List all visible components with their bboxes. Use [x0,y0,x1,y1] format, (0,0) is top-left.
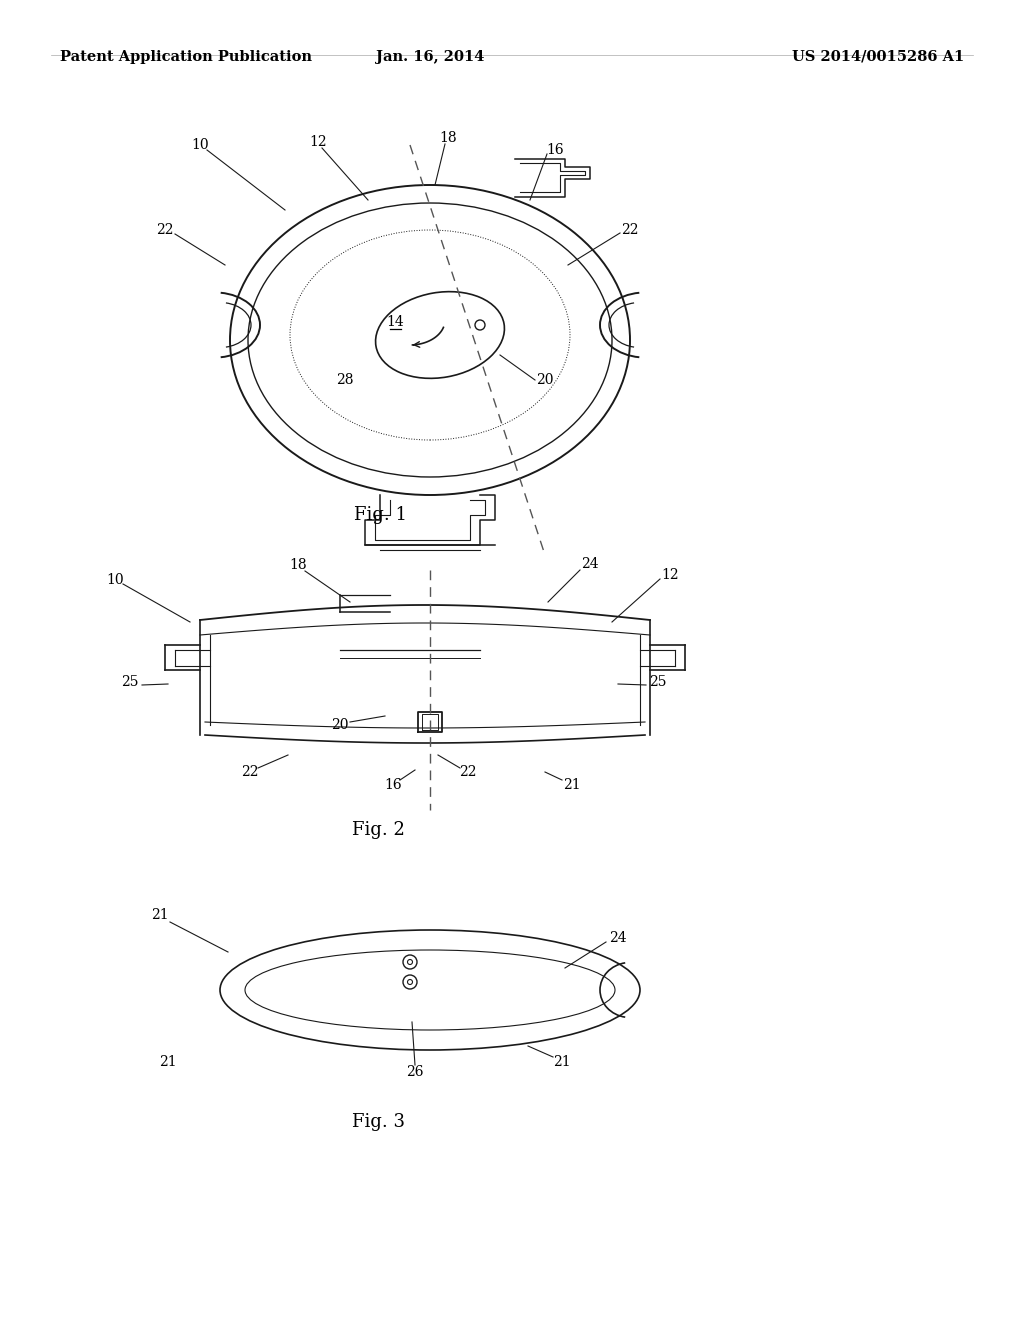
Text: 21: 21 [563,777,581,792]
Text: 16: 16 [384,777,401,792]
Text: 14: 14 [386,315,403,329]
Text: 25: 25 [121,675,138,689]
Text: US 2014/0015286 A1: US 2014/0015286 A1 [792,50,964,63]
Text: 20: 20 [331,718,349,733]
Text: 24: 24 [609,931,627,945]
Text: Fig. 1: Fig. 1 [353,506,407,524]
Text: 16: 16 [546,143,564,157]
Text: 25: 25 [649,675,667,689]
Text: 20: 20 [537,374,554,387]
Text: 22: 22 [459,766,477,779]
Text: 10: 10 [106,573,124,587]
Text: 22: 22 [242,766,259,779]
Text: 22: 22 [622,223,639,238]
Text: 22: 22 [157,223,174,238]
Text: 21: 21 [152,908,169,921]
Text: 21: 21 [553,1055,570,1069]
Text: 12: 12 [309,135,327,149]
Text: 26: 26 [407,1065,424,1078]
Text: 21: 21 [159,1055,177,1069]
Text: Fig. 3: Fig. 3 [351,1113,404,1131]
Text: 18: 18 [439,131,457,145]
Text: Fig. 2: Fig. 2 [351,821,404,840]
Text: 24: 24 [582,557,599,572]
Text: 28: 28 [336,374,353,387]
Text: 18: 18 [289,558,307,572]
Text: Patent Application Publication: Patent Application Publication [60,50,312,63]
Text: 12: 12 [662,568,679,582]
Text: 10: 10 [191,139,209,152]
Text: Jan. 16, 2014: Jan. 16, 2014 [376,50,484,63]
